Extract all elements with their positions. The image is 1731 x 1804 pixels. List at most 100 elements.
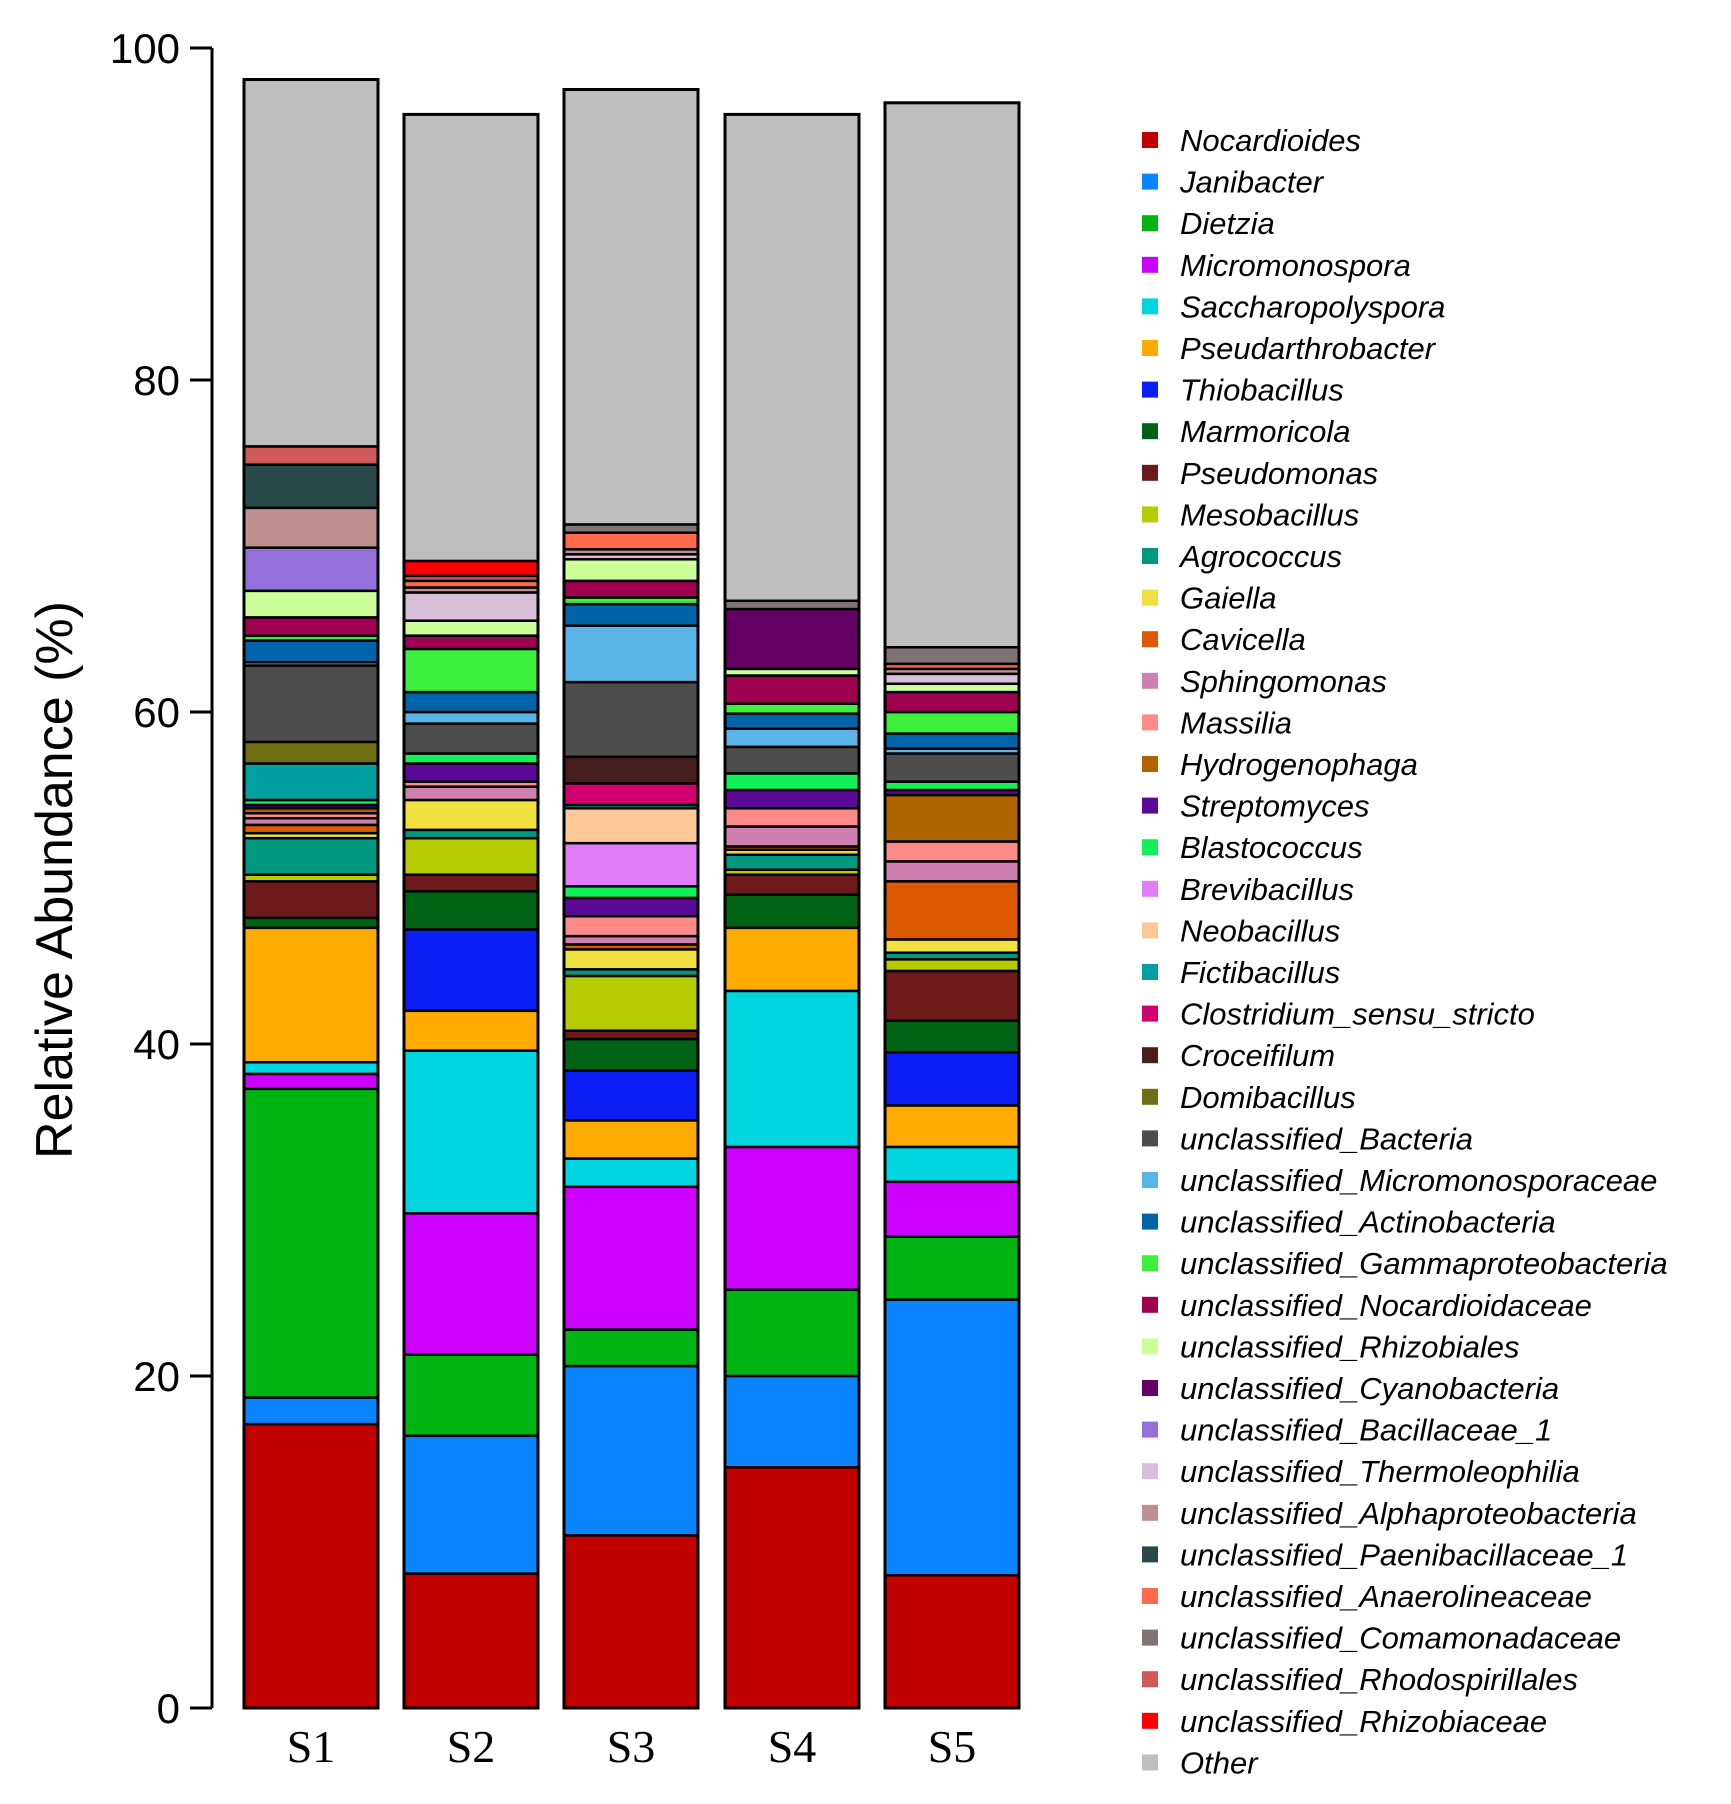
y-tick-label: 80 [133,357,180,404]
legend-label: Marmoricola [1180,414,1351,449]
bar-segment [723,745,861,775]
legend-item: Fictibacillus [1142,955,1340,990]
bar-segment [723,807,861,828]
legend-item: Streptomyces [1142,789,1370,824]
bar-segment [723,712,861,730]
bar-segment [883,938,1021,954]
bar-stack-s3 [562,88,700,1710]
bar-segment [242,1072,380,1091]
legend-item: Mesobacillus [1142,497,1359,532]
bar-segment [402,836,540,876]
legend-swatch [1142,1504,1158,1521]
bar-segment [723,702,861,715]
bar-segment [242,1396,380,1426]
bar-segment [562,1364,700,1537]
legend-item: Hydrogenophaga [1142,747,1418,782]
legend-swatch [1142,1172,1158,1188]
legend-item: Domibacillus [1142,1080,1356,1115]
x-tick-label: S1 [287,1721,336,1772]
legend-item: Croceifilum [1142,1038,1335,1073]
bar-segment [402,1353,540,1438]
bar-segment [402,710,540,725]
bar-segment [242,1087,380,1399]
bar-segment [883,793,1021,843]
bar-segment [883,969,1021,1023]
bar-segment [402,873,540,893]
bar-segment [723,1145,861,1291]
bar-outline [883,101,1021,1710]
legend-item: Massilia [1142,705,1292,740]
legend-item: unclassified_Micromonosporaceae [1142,1163,1657,1198]
legend-swatch [1142,1629,1158,1646]
x-tick-label: S3 [607,1721,656,1772]
legend-label: unclassified_Nocardioidaceae [1180,1288,1592,1323]
legend-item: unclassified_Alphaproteobacteria [1142,1496,1637,1531]
legend-label: Pseudomonas [1180,456,1378,491]
legend-item: unclassified_Cyanobacteria [1142,1371,1559,1406]
legend-item: unclassified_Rhizobiales [1142,1329,1519,1364]
bar-segment [402,798,540,832]
bar-segment [562,680,700,759]
bar-segment [242,740,380,765]
bar-segment [242,506,380,549]
bar-segment [562,602,700,627]
legend-swatch [1142,1005,1158,1022]
legend-item: unclassified_Actinobacteria [1142,1205,1556,1240]
legend-swatch [1142,1130,1158,1147]
bar-segment [883,860,1021,883]
legend-label: unclassified_Anaerolineaceae [1180,1579,1592,1614]
legend-swatch [1142,1546,1158,1563]
bar-segment [883,646,1021,666]
bar-segment [402,1434,540,1575]
legend-item: unclassified_Rhizobiaceae [1142,1704,1547,1739]
legend-item: unclassified_Paenibacillaceae_1 [1142,1537,1628,1572]
y-tick-label: 20 [133,1353,180,1400]
legend-swatch [1142,1213,1158,1230]
bar-segment [402,634,540,651]
bar-segment [242,639,380,664]
bar-segment [562,896,700,918]
legend-swatch [1142,922,1158,939]
legend-item: unclassified_Gammaproteobacteria [1142,1246,1668,1281]
bar-segment [562,1157,700,1189]
bar-segment [562,1069,700,1122]
bar-segment [723,1466,861,1710]
bar-segment [883,1573,1021,1710]
legend-label: unclassified_Cyanobacteria [1180,1371,1559,1406]
legend-swatch [1142,1463,1158,1480]
bar-segment [402,647,540,694]
bar-segment [402,722,540,755]
bar-segment [883,752,1021,783]
legend-swatch [1142,1712,1158,1729]
legend-item: Marmoricola [1142,414,1351,449]
legend-swatch [1142,1588,1158,1604]
legend-label: Hydrogenophaga [1180,747,1418,782]
legend-label: unclassified_Micromonosporaceae [1180,1163,1657,1198]
bar-segment [402,1212,540,1356]
bar-segment [242,589,380,619]
bar-segment [562,782,700,807]
bar-segment [562,558,700,583]
bar-stack-s5 [883,101,1021,1710]
bar-segment [402,591,540,622]
bar-outline [402,112,540,1710]
bar-segment [242,463,380,510]
bar-segment [402,1049,540,1215]
bar-segment [883,840,1021,863]
legend-item: unclassified_Anaerolineaceae [1142,1579,1592,1614]
bar-outline [562,88,700,1710]
legend-item: unclassified_Bacillaceae_1 [1142,1413,1552,1448]
bar-segment [723,727,861,749]
bar-stack-s2 [402,112,540,1710]
legend-item: Brevibacillus [1142,872,1354,907]
legend-label: Janibacter [1179,165,1325,200]
bar-segment [562,841,700,888]
legend-label: Clostridium_sensu_stricto [1180,997,1535,1032]
bar-stack-s4 [723,112,861,1710]
legend-swatch [1142,631,1158,648]
legend-swatch [1142,423,1158,440]
legend-label: Other [1180,1745,1259,1780]
bar-segment [402,1009,540,1052]
legend-swatch [1142,839,1158,856]
legend-swatch [1142,589,1158,606]
